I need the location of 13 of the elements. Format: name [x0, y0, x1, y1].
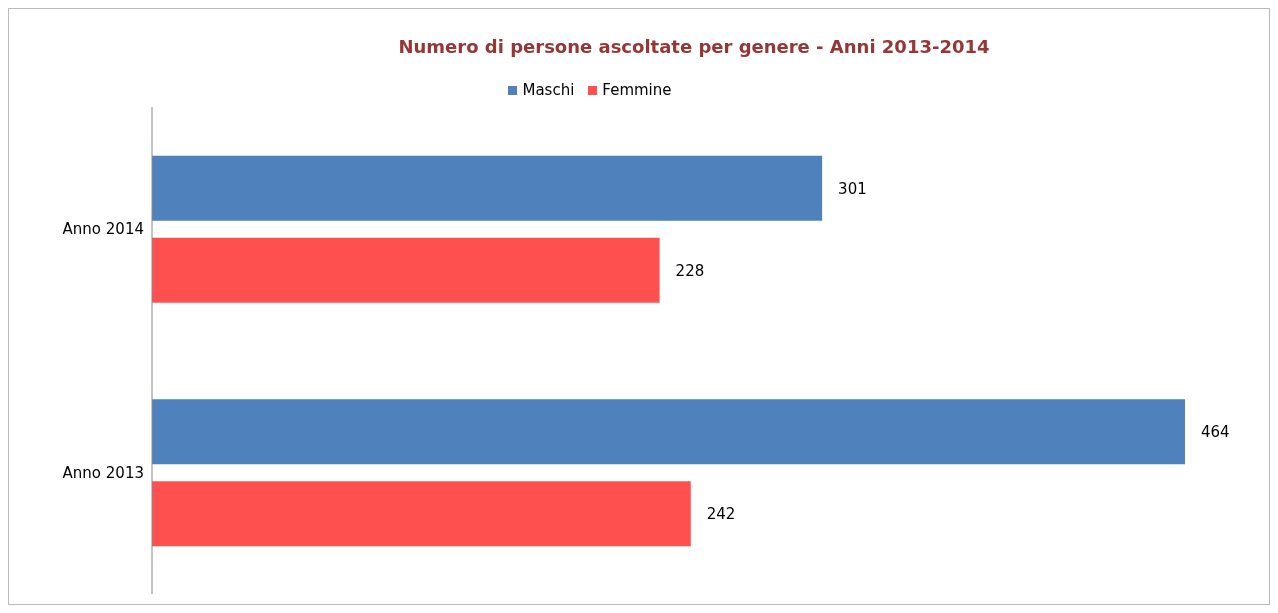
data-label: 242	[706, 505, 736, 524]
data-label: 464	[1201, 423, 1230, 442]
y-tick-label: Anno 2014	[62, 220, 144, 239]
bar	[152, 237, 660, 303]
chart-title: Numero di persone ascoltate per genere - Anni 2013-2014	[397, 35, 991, 59]
data-label: 301	[838, 179, 867, 198]
legend-label: Femmine	[601, 81, 672, 99]
bar	[152, 155, 823, 221]
data-label: 228	[675, 261, 705, 280]
legend-label: Maschi	[521, 81, 575, 99]
y-tick-label: Anno 2013	[62, 463, 144, 482]
bar	[152, 399, 1185, 465]
bar	[152, 481, 691, 547]
